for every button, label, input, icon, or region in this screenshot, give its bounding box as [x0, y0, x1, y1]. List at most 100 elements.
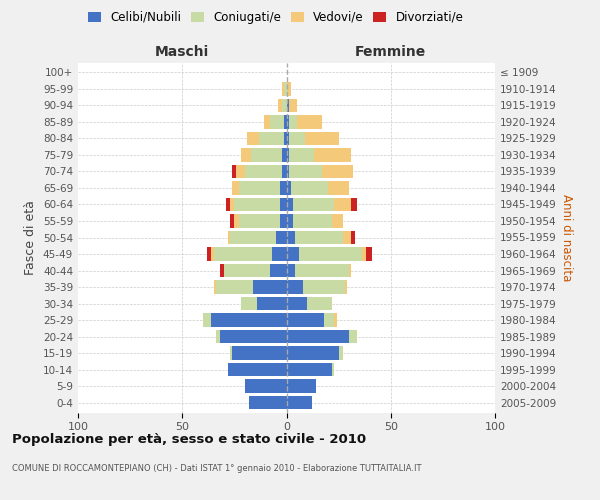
Bar	[230, 214, 235, 228]
Bar	[280, 198, 287, 211]
Bar	[287, 148, 289, 162]
Bar	[287, 181, 290, 194]
Bar	[351, 198, 358, 211]
Bar	[362, 247, 366, 261]
Bar	[322, 164, 353, 178]
Text: Maschi: Maschi	[155, 45, 209, 59]
Bar	[211, 247, 214, 261]
Bar	[287, 363, 332, 376]
Bar	[235, 198, 280, 211]
Bar	[287, 380, 316, 393]
Bar	[334, 198, 351, 211]
Bar	[247, 132, 259, 145]
Bar	[287, 82, 290, 96]
Text: Popolazione per età, sesso e stato civile - 2010: Popolazione per età, sesso e stato civil…	[12, 432, 366, 446]
Bar	[295, 264, 349, 278]
Bar	[276, 230, 287, 244]
Bar	[324, 314, 334, 327]
Y-axis label: Fasce di età: Fasce di età	[25, 200, 37, 275]
Bar	[211, 314, 287, 327]
Bar	[287, 230, 295, 244]
Bar	[272, 247, 287, 261]
Bar	[366, 247, 372, 261]
Bar	[293, 214, 332, 228]
Bar	[287, 396, 311, 409]
Bar	[338, 346, 343, 360]
Bar	[203, 314, 211, 327]
Bar	[215, 330, 220, 344]
Bar	[284, 115, 287, 128]
Bar	[287, 346, 338, 360]
Bar	[251, 148, 283, 162]
Legend: Celibi/Nubili, Coniugati/e, Vedovi/e, Divorziati/e: Celibi/Nubili, Coniugati/e, Vedovi/e, Di…	[86, 8, 466, 26]
Bar	[303, 280, 345, 294]
Bar	[232, 164, 236, 178]
Bar	[297, 115, 322, 128]
Bar	[289, 164, 322, 178]
Bar	[345, 280, 347, 294]
Bar	[287, 198, 293, 211]
Bar	[207, 247, 211, 261]
Text: COMUNE DI ROCCAMONTEPIANO (CH) - Dati ISTAT 1° gennaio 2010 - Elaborazione TUTTA: COMUNE DI ROCCAMONTEPIANO (CH) - Dati IS…	[12, 464, 421, 473]
Bar	[287, 214, 293, 228]
Bar	[214, 280, 215, 294]
Bar	[228, 230, 230, 244]
Bar	[283, 164, 287, 178]
Bar	[314, 148, 351, 162]
Bar	[230, 346, 232, 360]
Bar	[328, 181, 349, 194]
Bar	[241, 297, 257, 310]
Bar	[257, 297, 287, 310]
Bar	[284, 82, 287, 96]
Bar	[230, 198, 235, 211]
Bar	[287, 247, 299, 261]
Bar	[224, 264, 270, 278]
Bar	[245, 380, 287, 393]
Bar	[332, 214, 343, 228]
Bar	[293, 198, 334, 211]
Bar	[289, 132, 305, 145]
Bar	[299, 247, 362, 261]
Bar	[283, 148, 287, 162]
Bar	[307, 297, 332, 310]
Bar	[287, 98, 289, 112]
Bar	[270, 115, 284, 128]
Bar	[287, 297, 307, 310]
Bar	[228, 363, 287, 376]
Bar	[332, 363, 334, 376]
Bar	[287, 115, 289, 128]
Bar	[232, 181, 239, 194]
Bar	[287, 132, 289, 145]
Bar	[278, 98, 283, 112]
Bar	[343, 230, 351, 244]
Bar	[349, 330, 358, 344]
Bar	[295, 230, 343, 244]
Bar	[289, 98, 297, 112]
Bar	[259, 132, 284, 145]
Bar	[236, 164, 245, 178]
Bar	[220, 330, 287, 344]
Bar	[305, 132, 338, 145]
Bar	[287, 330, 349, 344]
Bar	[280, 181, 287, 194]
Bar	[287, 314, 324, 327]
Bar	[249, 396, 287, 409]
Bar	[239, 181, 280, 194]
Bar	[230, 230, 276, 244]
Text: Femmine: Femmine	[355, 45, 427, 59]
Bar	[287, 264, 295, 278]
Bar	[351, 230, 355, 244]
Bar	[245, 164, 283, 178]
Bar	[284, 132, 287, 145]
Bar	[289, 148, 314, 162]
Bar	[263, 115, 270, 128]
Bar	[287, 280, 303, 294]
Y-axis label: Anni di nascita: Anni di nascita	[560, 194, 573, 281]
Bar	[280, 214, 287, 228]
Bar	[283, 98, 287, 112]
Bar	[287, 164, 289, 178]
Bar	[235, 214, 239, 228]
Bar	[232, 346, 287, 360]
Bar	[226, 198, 230, 211]
Bar	[214, 247, 272, 261]
